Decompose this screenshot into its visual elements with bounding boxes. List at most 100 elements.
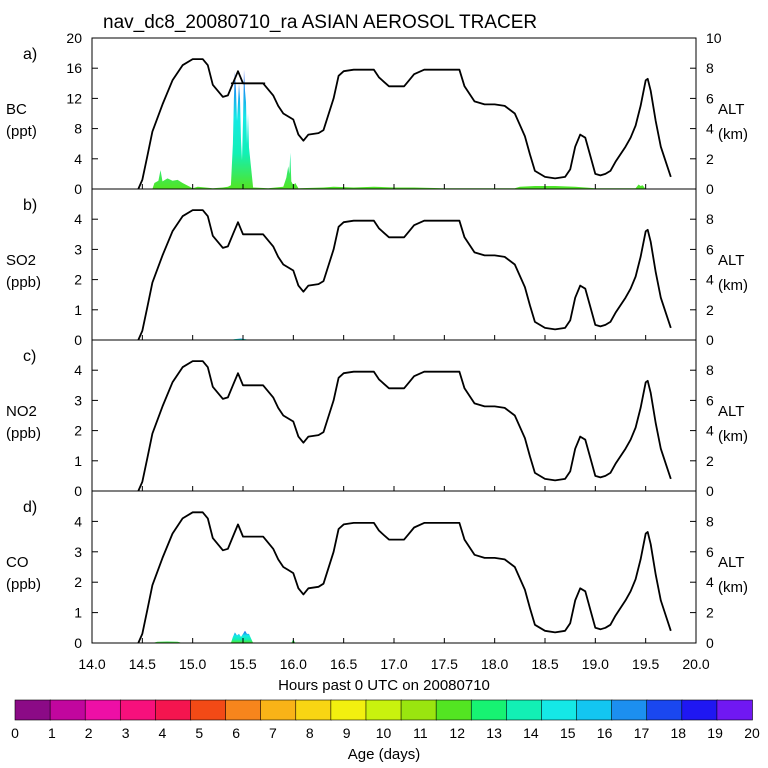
alt-unit-label: (km) xyxy=(718,428,748,445)
colorbar-tick-label: 16 xyxy=(597,725,613,741)
colorbar-swatch xyxy=(541,699,578,721)
alt-tick-label: 4 xyxy=(706,574,714,590)
alt-tick-label: 8 xyxy=(706,513,714,529)
colorbar-tick-label: 19 xyxy=(707,725,723,741)
y-tick-label: 2 xyxy=(74,423,82,439)
colorbar-swatch xyxy=(155,699,192,721)
x-tick-label: 19.5 xyxy=(632,656,659,672)
colorbar-tick-label: 4 xyxy=(159,725,167,741)
colorbar-tick-label: 10 xyxy=(376,725,392,741)
colorbar-swatch xyxy=(119,699,157,721)
colorbar-swatch xyxy=(716,699,753,721)
y-tick-label: 0 xyxy=(74,635,82,651)
y-tick-label: 8 xyxy=(74,121,82,137)
y-tick-label: 2 xyxy=(74,272,82,288)
colorbar-swatch xyxy=(646,699,683,721)
colorbar-swatch xyxy=(84,699,122,721)
alt-tick-label: 8 xyxy=(706,211,714,227)
y-tick-label: 1 xyxy=(74,302,82,318)
alt-tick-label: 6 xyxy=(706,544,714,560)
panel-letter: c) xyxy=(23,348,36,365)
alt-unit-label: (km) xyxy=(718,579,748,596)
alt-label: ALT xyxy=(718,101,744,118)
altitude-line xyxy=(137,209,672,341)
panel-frame xyxy=(91,37,697,190)
species-label: NO2 xyxy=(6,403,37,420)
alt-tick-label: 6 xyxy=(706,241,714,257)
x-tick-label: 17.5 xyxy=(431,656,458,672)
colorbar-tick-label: 11 xyxy=(413,725,428,741)
colorbar-label: Age (days) xyxy=(348,746,421,763)
panel-frame xyxy=(91,339,697,492)
species-label: BC xyxy=(6,101,27,118)
alt-tick-label: 2 xyxy=(706,453,714,469)
y-tick-label: 0 xyxy=(74,181,82,197)
alt-tick-label: 2 xyxy=(706,302,714,318)
unit-label: (ppb) xyxy=(6,576,41,593)
y-tick-label: 12 xyxy=(66,90,82,106)
y-tick-label: 4 xyxy=(74,151,82,167)
alt-tick-label: 4 xyxy=(706,121,714,137)
x-tick-label: 15.0 xyxy=(179,656,206,672)
colorbar-swatch xyxy=(681,699,718,721)
x-tick-label: 19.0 xyxy=(582,656,609,672)
colorbar-tick-label: 6 xyxy=(232,725,240,741)
colorbar-tick-label: 2 xyxy=(85,725,93,741)
alt-tick-label: 0 xyxy=(706,181,714,197)
altitude-line xyxy=(137,511,672,644)
species-label: CO xyxy=(6,554,29,571)
colorbar-tick-label: 1 xyxy=(48,725,56,741)
colorbar-tick-label: 18 xyxy=(671,725,687,741)
x-tick-label: 16.5 xyxy=(330,656,357,672)
alt-tick-label: 8 xyxy=(706,362,714,378)
alt-label: ALT xyxy=(718,252,744,269)
x-tick-label: 15.5 xyxy=(229,656,256,672)
altitude-line xyxy=(137,58,672,190)
y-tick-label: 16 xyxy=(66,60,82,76)
colorbar-swatch xyxy=(470,699,508,721)
y-tick-label: 3 xyxy=(74,241,82,257)
colorbar-tick-label: 20 xyxy=(744,725,760,741)
colorbar-swatch xyxy=(576,699,613,721)
alt-label: ALT xyxy=(718,403,744,420)
colorbar-swatch xyxy=(330,699,367,721)
alt-tick-label: 0 xyxy=(706,483,714,499)
colorbar-swatch xyxy=(14,699,51,721)
unit-label: (ppt) xyxy=(6,123,37,140)
y-tick-label: 1 xyxy=(74,605,82,621)
alt-unit-label: (km) xyxy=(718,277,748,294)
x-tick-label: 17.0 xyxy=(380,656,407,672)
panel: 0 1 2 3 4 0 2 4 6 8 c) NO2 (ppb) ALT (km) xyxy=(6,339,748,499)
panel-letter: b) xyxy=(23,197,37,214)
colorbar-swatch xyxy=(190,699,227,721)
colorbar-tick-label: 0 xyxy=(11,725,19,741)
alt-tick-label: 8 xyxy=(706,60,714,76)
colorbar-tick-label: 13 xyxy=(486,725,502,741)
alt-tick-label: 0 xyxy=(706,332,714,348)
y-tick-label: 3 xyxy=(74,392,82,408)
species-label: SO2 xyxy=(6,252,36,269)
tracer-area xyxy=(152,630,296,643)
colorbar-tick-label: 8 xyxy=(306,725,314,741)
alt-tick-label: 6 xyxy=(706,392,714,408)
colorbar-swatch xyxy=(611,699,648,721)
colorbar-tick-label: 15 xyxy=(560,725,576,741)
alt-tick-label: 4 xyxy=(706,272,714,288)
colorbar-swatch xyxy=(365,699,402,721)
colorbar-swatch xyxy=(435,699,473,721)
colorbar-tick-label: 14 xyxy=(523,725,539,741)
tracer-area xyxy=(152,69,646,189)
y-tick-label: 4 xyxy=(74,513,82,529)
x-tick-label: 14.0 xyxy=(78,656,105,672)
y-tick-label: 0 xyxy=(74,332,82,348)
panel-letter: d) xyxy=(23,499,37,516)
y-tick-label: 4 xyxy=(74,362,82,378)
x-tick-label: 20.0 xyxy=(682,656,709,672)
panel: 0 1 2 3 4 0 2 4 6 8 d) CO (ppb) ALT (km) xyxy=(6,490,748,651)
colorbar-tick-label: 5 xyxy=(195,725,203,741)
alt-tick-label: 2 xyxy=(706,151,714,167)
colorbar-tick-label: 12 xyxy=(449,725,465,741)
y-tick-label: 1 xyxy=(74,453,82,469)
colorbar-swatch xyxy=(225,699,262,721)
